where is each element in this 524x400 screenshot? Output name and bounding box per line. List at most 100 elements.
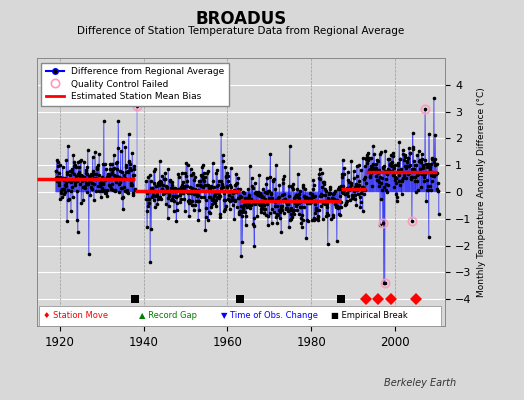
Point: [84, 251, 93, 258]
Point: [382, 187, 390, 194]
Point: [113, 159, 122, 165]
Point: [123, 189, 132, 195]
Point: [172, 207, 181, 213]
Point: [88, 180, 96, 186]
Point: [300, 198, 308, 204]
Point: [310, 216, 319, 223]
Point: [90, 175, 98, 182]
Point: [258, 194, 267, 200]
Point: [377, 196, 386, 202]
Point: [322, 210, 331, 216]
Point: [272, 197, 280, 203]
Point: [237, 253, 245, 260]
Point: [352, 202, 361, 208]
Point: [260, 210, 268, 216]
Point: [93, 166, 101, 172]
Point: [288, 214, 296, 220]
Point: [55, 179, 63, 186]
Point: [234, 195, 243, 201]
Point: [191, 174, 199, 180]
Point: [217, 180, 226, 187]
Point: [257, 206, 266, 212]
Point: [325, 191, 333, 198]
Point: [98, 173, 106, 180]
Point: [78, 178, 86, 185]
Point: [110, 164, 118, 171]
Point: [157, 195, 165, 202]
Point: [369, 143, 377, 149]
Point: [144, 195, 152, 202]
Point: [145, 188, 154, 194]
Point: [56, 162, 64, 168]
Point: [205, 185, 213, 191]
Point: [375, 178, 383, 185]
FancyBboxPatch shape: [39, 306, 441, 326]
Point: [345, 197, 354, 203]
Point: [108, 161, 116, 168]
Point: [421, 170, 430, 177]
Point: [235, 193, 244, 199]
Point: [263, 189, 271, 196]
Text: Berkeley Earth: Berkeley Earth: [384, 378, 456, 388]
Point: [86, 192, 95, 198]
Point: [107, 185, 116, 192]
Point: [101, 161, 109, 168]
Point: [182, 189, 191, 196]
Point: [58, 186, 66, 192]
Point: [122, 169, 130, 175]
Point: [396, 156, 405, 162]
Point: [247, 175, 256, 181]
Point: [363, 155, 372, 161]
Point: [354, 191, 362, 197]
Point: [91, 171, 100, 177]
Point: [61, 182, 70, 188]
Point: [172, 218, 181, 224]
Point: [237, 213, 246, 219]
Point: [415, 168, 423, 175]
Point: [121, 188, 129, 194]
Point: [325, 190, 334, 197]
Point: [210, 184, 218, 190]
Point: [98, 185, 106, 192]
Point: [181, 170, 190, 176]
Point: [91, 176, 99, 182]
Point: [411, 188, 420, 195]
Point: [159, 182, 167, 188]
Point: [269, 176, 278, 182]
Point: [74, 170, 82, 177]
Point: [357, 187, 366, 194]
Point: [177, 196, 185, 202]
Point: [331, 188, 339, 194]
Point: [307, 196, 315, 203]
Point: [239, 189, 248, 195]
Point: [319, 216, 327, 222]
Point: [338, 189, 346, 195]
Point: [339, 190, 347, 197]
Point: [99, 161, 107, 167]
Point: [206, 210, 214, 217]
Point: [62, 157, 71, 163]
Point: [315, 207, 323, 213]
Point: [54, 178, 62, 184]
Point: [77, 200, 85, 206]
Point: [72, 173, 80, 179]
Point: [149, 180, 158, 186]
Point: [400, 157, 408, 164]
Point: [408, 173, 417, 180]
Point: [331, 197, 339, 204]
Point: [315, 171, 323, 178]
Point: [205, 187, 214, 194]
Point: [198, 164, 206, 170]
Point: [427, 161, 435, 168]
Point: [428, 156, 436, 162]
Point: [348, 194, 357, 201]
Point: [245, 192, 253, 199]
Point: [265, 196, 273, 203]
Point: [356, 203, 364, 210]
Point: [222, 202, 230, 209]
Point: [150, 166, 159, 172]
Point: [81, 167, 90, 174]
Point: [256, 202, 265, 208]
Point: [365, 174, 374, 181]
Point: [118, 168, 126, 175]
